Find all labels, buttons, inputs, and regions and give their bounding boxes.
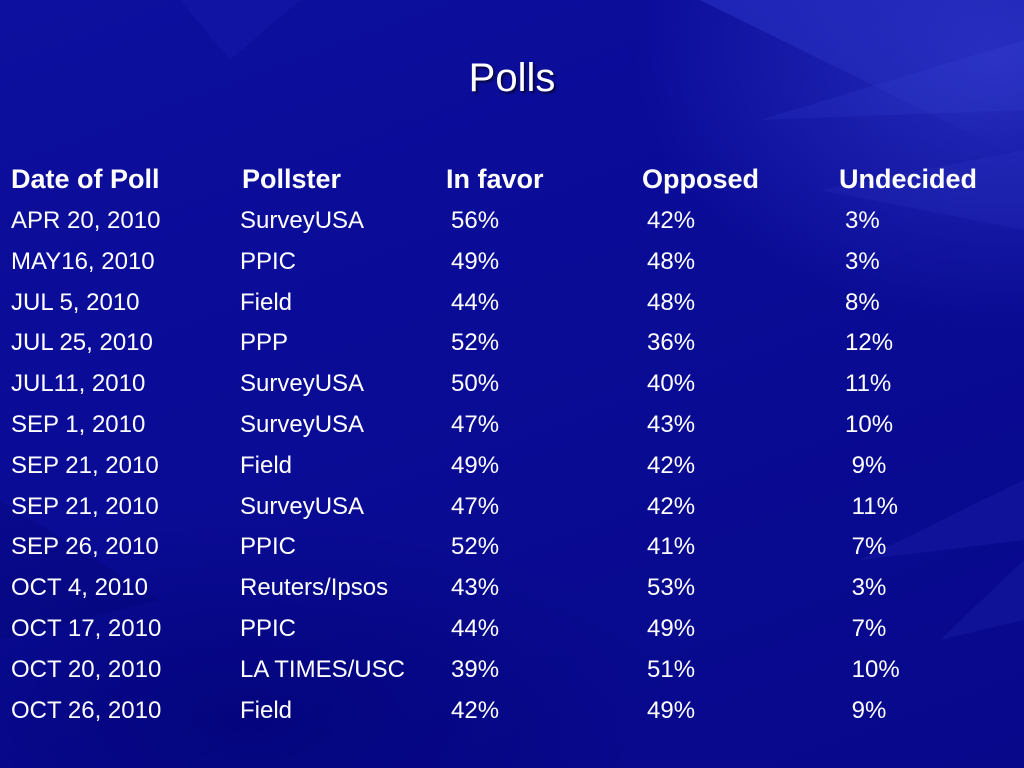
cell-in-favor: 49% — [451, 247, 500, 275]
cell-date: SEP 21, 2010 — [11, 492, 159, 520]
cell-in-favor: 42% — [451, 696, 500, 724]
cell-opposed: 53% — [647, 574, 696, 602]
cell-in-favor: 52% — [451, 533, 500, 561]
cell-pollster: SurveyUSA — [240, 207, 365, 234]
cell-date: JUL11, 2010 — [11, 370, 146, 398]
cell-date: JUL 5, 2010 — [11, 288, 140, 316]
cell-date: SEP 21, 2010 — [11, 451, 159, 479]
table-row: OCT 17, 2010 PPIC 44% 49% 7% — [0, 610, 1024, 651]
cell-undecided: 10% — [845, 410, 894, 438]
cell-in-favor: 43% — [451, 574, 500, 602]
cell-pollster: PPP — [240, 329, 289, 357]
cell-in-favor: 50% — [451, 370, 500, 398]
cell-opposed: 36% — [647, 329, 696, 357]
cell-opposed: 42% — [647, 492, 696, 520]
cell-in-favor: 47% — [451, 410, 500, 438]
table-row: OCT 20, 2010 LA TIMES/USC 39% 51% 10% — [0, 651, 1024, 692]
cell-undecided: 11% — [845, 492, 898, 520]
cell-undecided: 10% — [845, 655, 900, 683]
cell-in-favor: 47% — [451, 492, 500, 520]
table-row: SEP 26, 2010 PPIC 52% 41% 7% — [0, 528, 1024, 569]
cell-date: OCT 20, 2010 — [11, 655, 162, 683]
cell-undecided: 12% — [845, 329, 894, 357]
cell-undecided: 7% — [845, 614, 887, 642]
cell-pollster: Field — [240, 696, 293, 724]
cell-in-favor: 52% — [451, 329, 500, 357]
header-undecided: Undecided — [839, 164, 978, 194]
cell-pollster: Reuters/Ipsos — [240, 574, 389, 602]
table-row: JUL 5, 2010 Field 44% 48% 8% — [0, 284, 1024, 325]
cell-undecided: 9% — [845, 451, 887, 479]
header-pollster: Pollster — [242, 164, 342, 194]
cell-in-favor: 49% — [451, 451, 500, 479]
cell-opposed: 48% — [647, 288, 696, 316]
cell-undecided: 3% — [845, 207, 880, 234]
cell-date: OCT 26, 2010 — [11, 696, 162, 724]
cell-opposed: 49% — [647, 614, 696, 642]
cell-opposed: 42% — [647, 207, 696, 234]
cell-pollster: Field — [240, 451, 293, 479]
table-row: OCT 4, 2010 Reuters/Ipsos 43% 53% 3% — [0, 569, 1024, 610]
cell-date: OCT 4, 2010 — [11, 574, 148, 602]
cell-opposed: 48% — [647, 247, 696, 275]
cell-date: MAY16, 2010 — [11, 247, 155, 275]
table-row: OCT 26, 2010 Field 42% 49% 9% — [0, 692, 1024, 733]
poll-table-body: APR 20, 2010 SurveyUSA 56% 42% 3% MAY16,… — [0, 202, 1024, 732]
cell-pollster: SurveyUSA — [240, 492, 365, 520]
cell-undecided: 11% — [845, 370, 892, 398]
table-header-row: Date of Poll Pollster In favor Opposed U… — [0, 160, 1024, 200]
cell-undecided: 8% — [845, 288, 880, 316]
cell-opposed: 40% — [647, 370, 696, 398]
table-row: SEP 1, 2010 SurveyUSA 47% 43% 10% — [0, 406, 1024, 447]
cell-pollster: Field — [240, 288, 293, 316]
header-in-favor: In favor — [446, 164, 544, 194]
cell-date: SEP 1, 2010 — [11, 410, 146, 438]
cell-undecided: 7% — [845, 533, 887, 561]
header-date-of-poll: Date of Poll — [11, 164, 160, 194]
cell-opposed: 49% — [647, 696, 696, 724]
cell-undecided: 3% — [845, 574, 887, 602]
cell-pollster: SurveyUSA — [240, 370, 365, 398]
cell-in-favor: 39% — [451, 655, 500, 683]
cell-opposed: 43% — [647, 410, 696, 438]
table-row: JUL 25, 2010 PPP 52% 36% 12% — [0, 324, 1024, 365]
cell-opposed: 51% — [647, 655, 696, 683]
table-row: JUL11, 2010 SurveyUSA 50% 40% 11% — [0, 365, 1024, 406]
cell-undecided: 9% — [845, 696, 887, 724]
cell-in-favor: 44% — [451, 614, 500, 642]
table-row: SEP 21, 2010 SurveyUSA 47% 42% 11% — [0, 488, 1024, 529]
header-opposed: Opposed — [642, 164, 760, 194]
cell-pollster: LA TIMES/USC — [240, 655, 405, 683]
cell-pollster: PPIC — [240, 614, 297, 642]
cell-in-favor: 56% — [451, 207, 500, 234]
table-row: APR 20, 2010 SurveyUSA 56% 42% 3% — [0, 202, 1024, 243]
cell-date: JUL 25, 2010 — [11, 329, 153, 357]
cell-in-favor: 44% — [451, 288, 500, 316]
slide-title: Polls — [468, 56, 556, 100]
table-row: MAY16, 2010 PPIC 49% 48% 3% — [0, 243, 1024, 284]
cell-pollster: SurveyUSA — [240, 410, 365, 438]
cell-pollster: PPIC — [240, 247, 297, 275]
cell-date: OCT 17, 2010 — [11, 614, 162, 642]
cell-undecided: 3% — [845, 247, 880, 275]
cell-pollster: PPIC — [240, 533, 297, 561]
cell-date: APR 20, 2010 — [11, 207, 161, 234]
cell-opposed: 41% — [647, 533, 696, 561]
table-row: SEP 21, 2010 Field 49% 42% 9% — [0, 447, 1024, 488]
cell-date: SEP 26, 2010 — [11, 533, 159, 561]
cell-opposed: 42% — [647, 451, 696, 479]
